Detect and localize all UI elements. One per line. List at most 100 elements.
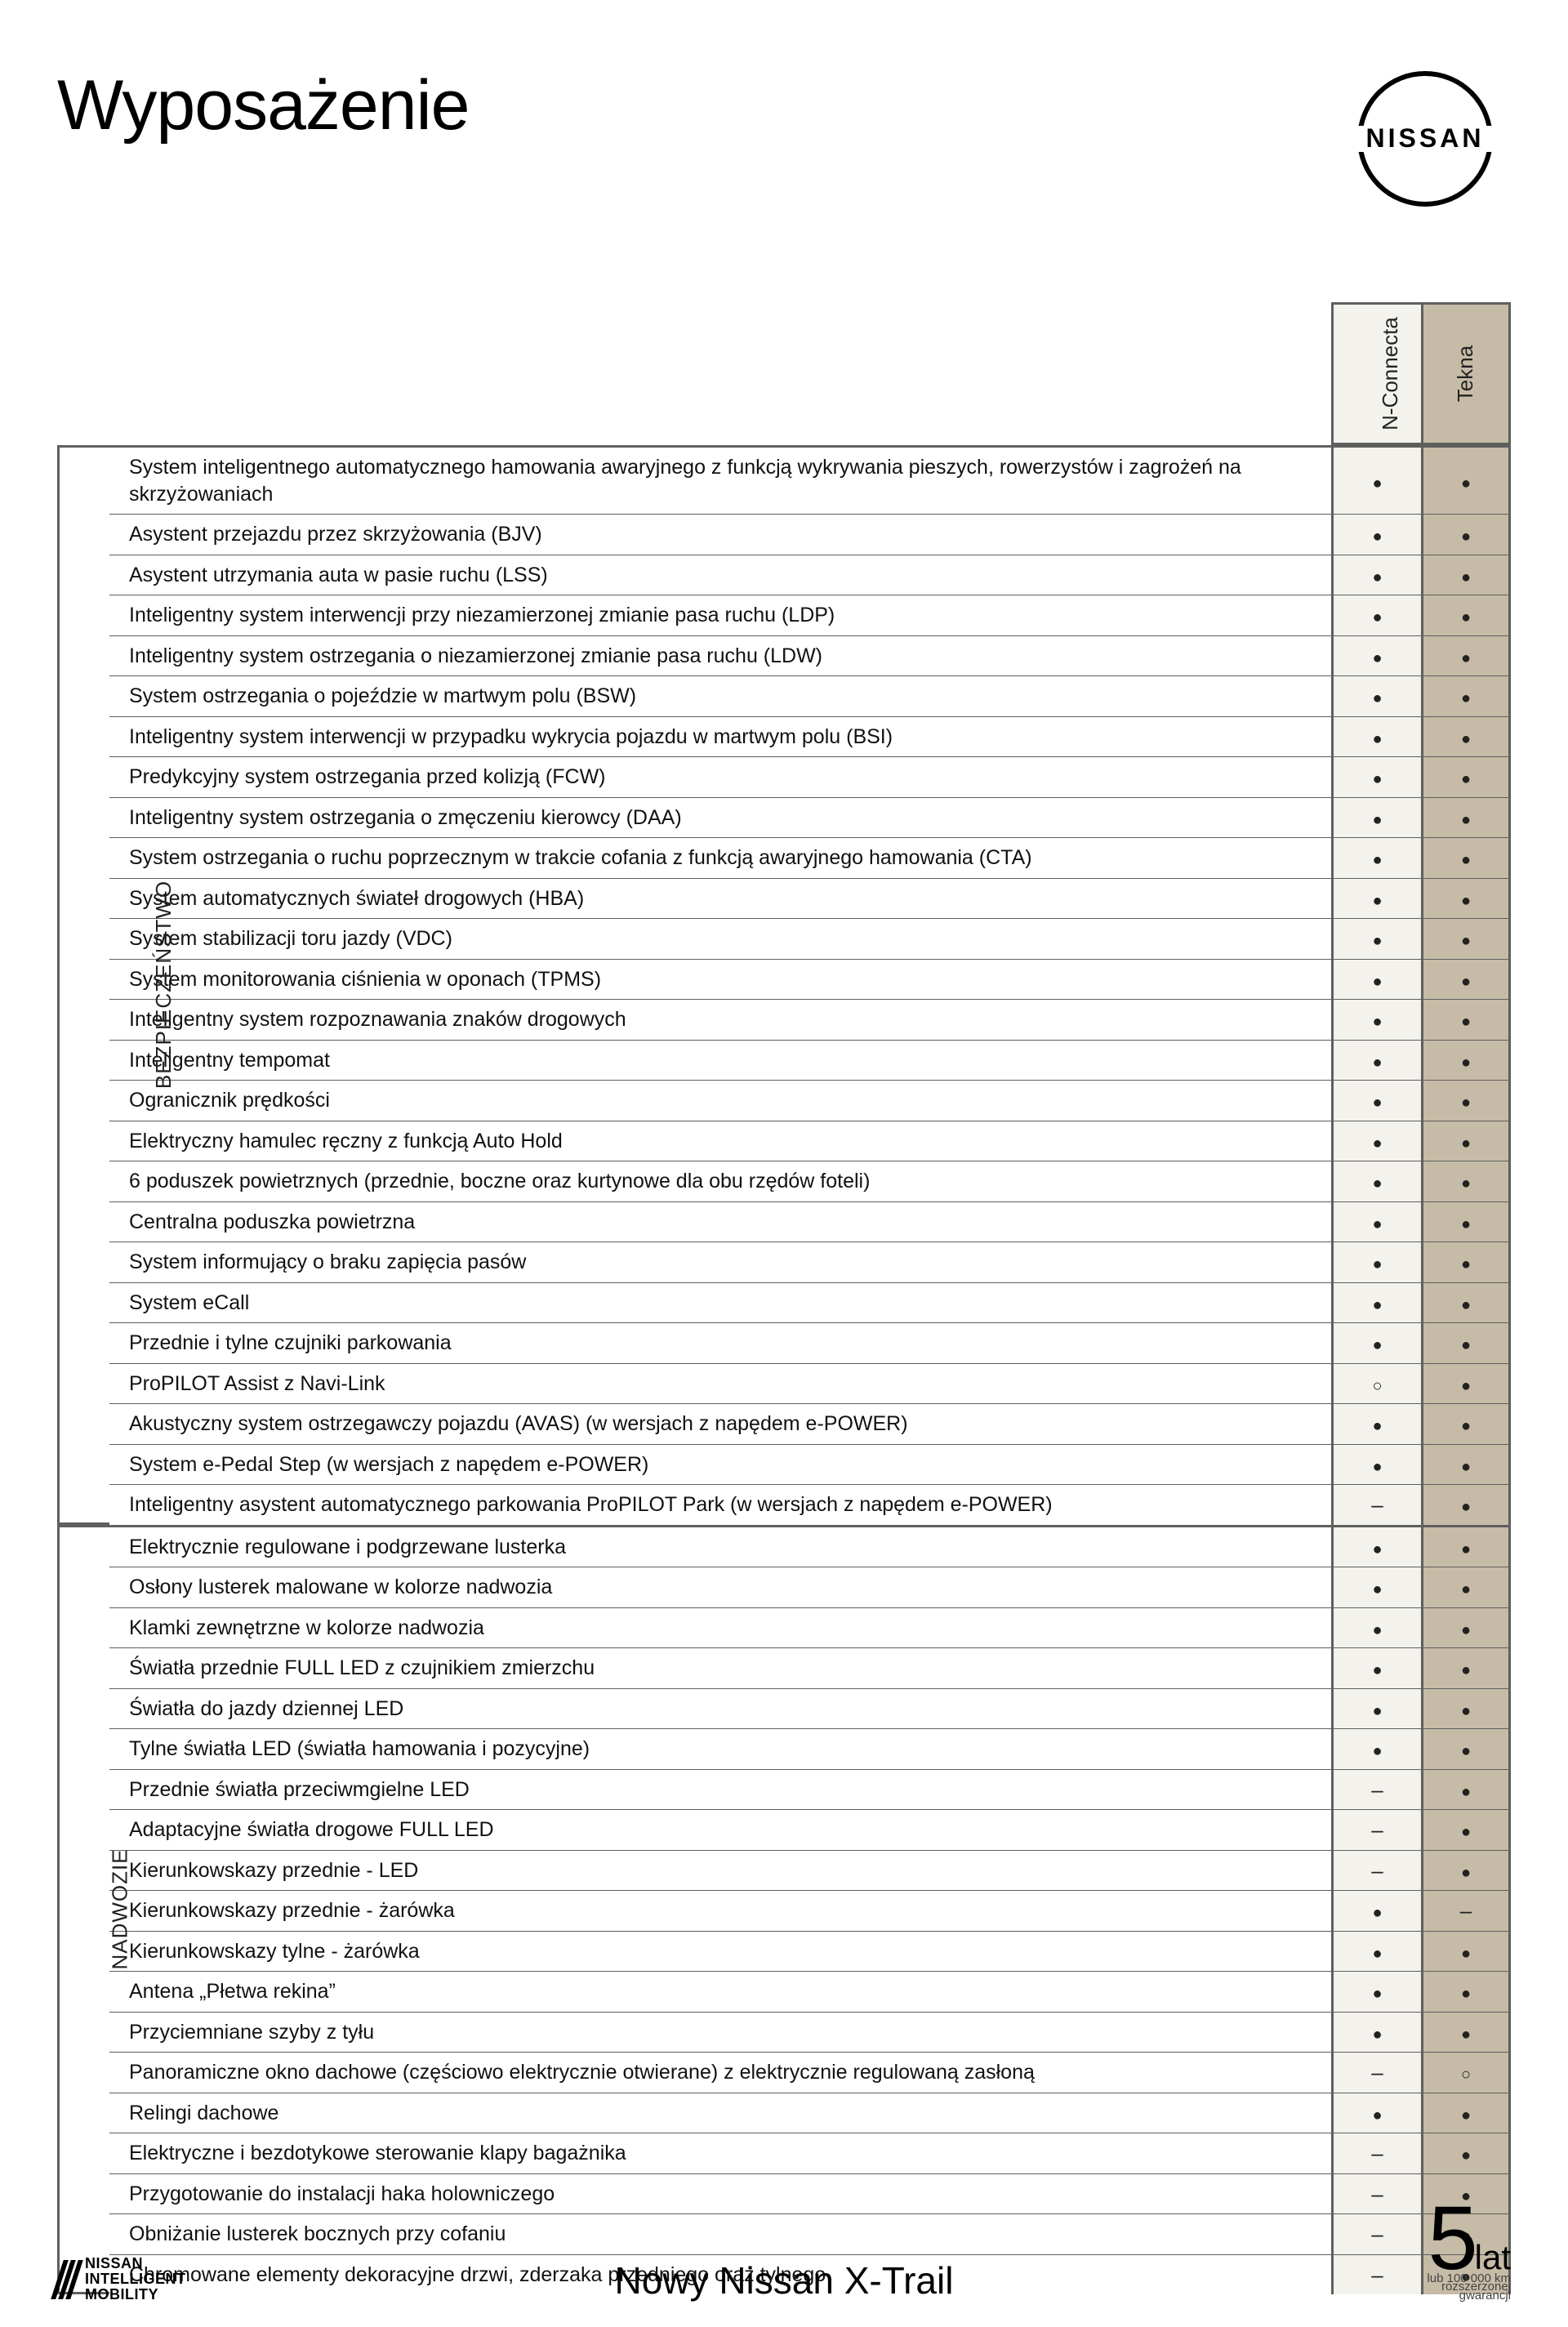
feature-mark (1331, 2052, 1421, 2093)
feature-label: Elektryczne i bezdotykowe sterowanie kla… (109, 2133, 1331, 2173)
feature-mark (1331, 797, 1421, 838)
table-row: ProPILOT Assist z Navi-Link (57, 1363, 1511, 1404)
feature-mark (1331, 1890, 1421, 1931)
table-row: Panoramiczne okno dachowe (częściowo ele… (57, 2052, 1511, 2093)
feature-mark (1331, 1161, 1421, 1201)
feature-mark (1421, 1647, 1511, 1688)
feature-mark (1331, 445, 1421, 514)
feature-mark (1331, 959, 1421, 1000)
table-row: Inteligentny asystent automatycznego par… (57, 1484, 1511, 1525)
feature-label: Klamki zewnętrzne w kolorze nadwozia (109, 1607, 1331, 1648)
feature-mark (1331, 1322, 1421, 1363)
feature-mark (1331, 1444, 1421, 1485)
feature-mark (1421, 1201, 1511, 1242)
feature-label: Asystent przejazdu przez skrzyżowania (B… (109, 514, 1331, 555)
feature-mark (1331, 878, 1421, 919)
feature-mark (1331, 1931, 1421, 1972)
table-row: Światła przednie FULL LED z czujnikiem z… (57, 1647, 1511, 1688)
feature-mark (1331, 1728, 1421, 1769)
table-row: Adaptacyjne światła drogowe FULL LED (57, 1809, 1511, 1850)
nim-line-2: INTELLIGENT (85, 2271, 186, 2287)
table-row: BEZPIECZEŃSTWOSystem inteligentnego auto… (57, 445, 1511, 514)
table-row: Asystent przejazdu przez skrzyżowania (B… (57, 514, 1511, 555)
feature-label: Adaptacyjne światła drogowe FULL LED (109, 1809, 1331, 1850)
feature-mark (1421, 1971, 1511, 2012)
table-row: System ostrzegania o ruchu poprzecznym w… (57, 837, 1511, 878)
table-row: Kierunkowskazy tylne - żarówka (57, 1931, 1511, 1972)
feature-mark (1421, 797, 1511, 838)
table-row: Inteligentny system rozpoznawania znaków… (57, 999, 1511, 1040)
feature-label: System inteligentnego automatycznego ham… (109, 445, 1331, 514)
table-row: Osłony lusterek malowane w kolorze nadwo… (57, 1567, 1511, 1607)
table-row: Antena „Płetwa rekina” (57, 1971, 1511, 2012)
feature-mark (1421, 1242, 1511, 1282)
trim-header-row: N-ConnectaTekna (57, 302, 1511, 445)
table-row: Przyciemniane szyby z tyłu (57, 2012, 1511, 2053)
feature-label: Przyciemniane szyby z tyłu (109, 2012, 1331, 2053)
table-row: System informujący o braku zapięcia pasó… (57, 1242, 1511, 1282)
feature-mark (1421, 1809, 1511, 1850)
feature-mark (1331, 1647, 1421, 1688)
feature-mark (1421, 1769, 1511, 1810)
feature-mark (1421, 555, 1511, 595)
table-row: Inteligentny system interwencji przy nie… (57, 595, 1511, 635)
feature-mark (1331, 1688, 1421, 1729)
feature-mark (1421, 1525, 1511, 1567)
feature-label: Panoramiczne okno dachowe (częściowo ele… (109, 2052, 1331, 2093)
feature-label: System eCall (109, 1282, 1331, 1323)
feature-mark (1421, 878, 1511, 919)
feature-mark (1331, 675, 1421, 716)
feature-label: Elektryczny hamulec ręczny z funkcją Aut… (109, 1121, 1331, 1161)
feature-mark (1331, 1484, 1421, 1525)
feature-label: Światła przednie FULL LED z czujnikiem z… (109, 1647, 1331, 1688)
feature-label: Elektrycznie regulowane i podgrzewane lu… (109, 1525, 1331, 1567)
feature-mark (1331, 1121, 1421, 1161)
feature-mark (1421, 635, 1511, 676)
table-row: System eCall (57, 1282, 1511, 1323)
feature-mark (1331, 1201, 1421, 1242)
feature-mark (1331, 837, 1421, 878)
feature-mark (1331, 1850, 1421, 1891)
feature-mark (1331, 918, 1421, 959)
feature-label: Ogranicznik prędkości (109, 1080, 1331, 1121)
category-cell: BEZPIECZEŃSTWO (57, 445, 109, 1525)
table-row: Tylne światła LED (światła hamowania i p… (57, 1728, 1511, 1769)
feature-mark (1421, 1161, 1511, 1201)
category-label: NADWOZIE (108, 1849, 133, 1970)
warranty-years-label: lat (1475, 2243, 1511, 2272)
trim-label: N-Connecta (1378, 317, 1403, 430)
feature-mark (1331, 716, 1421, 757)
page-title: Wyposażenie (57, 65, 470, 146)
feature-label: Przednie i tylne czujniki parkowania (109, 1322, 1331, 1363)
feature-label: Przednie światła przeciwmgielne LED (109, 1769, 1331, 1810)
feature-mark (1331, 756, 1421, 797)
feature-mark (1421, 1363, 1511, 1404)
table-row: Elektryczny hamulec ręczny z funkcją Aut… (57, 1121, 1511, 1161)
feature-mark (1331, 1971, 1421, 2012)
feature-mark (1331, 1242, 1421, 1282)
feature-mark (1421, 716, 1511, 757)
feature-mark (1421, 2012, 1511, 2053)
feature-label: Inteligentny system rozpoznawania znaków… (109, 999, 1331, 1040)
feature-label: System monitorowania ciśnienia w oponach… (109, 959, 1331, 1000)
table-row: 6 poduszek powietrznych (przednie, boczn… (57, 1161, 1511, 1201)
feature-mark (1421, 514, 1511, 555)
feature-mark (1331, 1525, 1421, 1567)
feature-mark (1331, 1809, 1421, 1850)
feature-label: Inteligentny tempomat (109, 1040, 1331, 1081)
table-row: System e-Pedal Step (w wersjach z napęde… (57, 1444, 1511, 1485)
feature-mark (1331, 1769, 1421, 1810)
table-row: Relingi dachowe (57, 2093, 1511, 2133)
feature-mark (1421, 1040, 1511, 1081)
equipment-table: N-ConnectaTeknaBEZPIECZEŃSTWOSystem inte… (57, 302, 1511, 2294)
feature-mark (1421, 1121, 1511, 1161)
feature-label: Osłony lusterek malowane w kolorze nadwo… (109, 1567, 1331, 1607)
feature-mark (1421, 1282, 1511, 1323)
feature-mark (1331, 1567, 1421, 1607)
feature-mark (1421, 675, 1511, 716)
feature-mark (1421, 1607, 1511, 1648)
nim-line-1: NISSAN (85, 2256, 186, 2271)
feature-mark (1421, 1322, 1511, 1363)
page: Wyposażenie NISSAN N-ConnectaTeknaBEZPIE… (0, 0, 1568, 2327)
nim-bars-icon (51, 2260, 83, 2299)
